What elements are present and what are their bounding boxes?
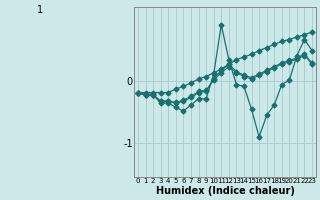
Text: 1: 1	[37, 5, 44, 15]
X-axis label: Humidex (Indice chaleur): Humidex (Indice chaleur)	[156, 186, 294, 196]
